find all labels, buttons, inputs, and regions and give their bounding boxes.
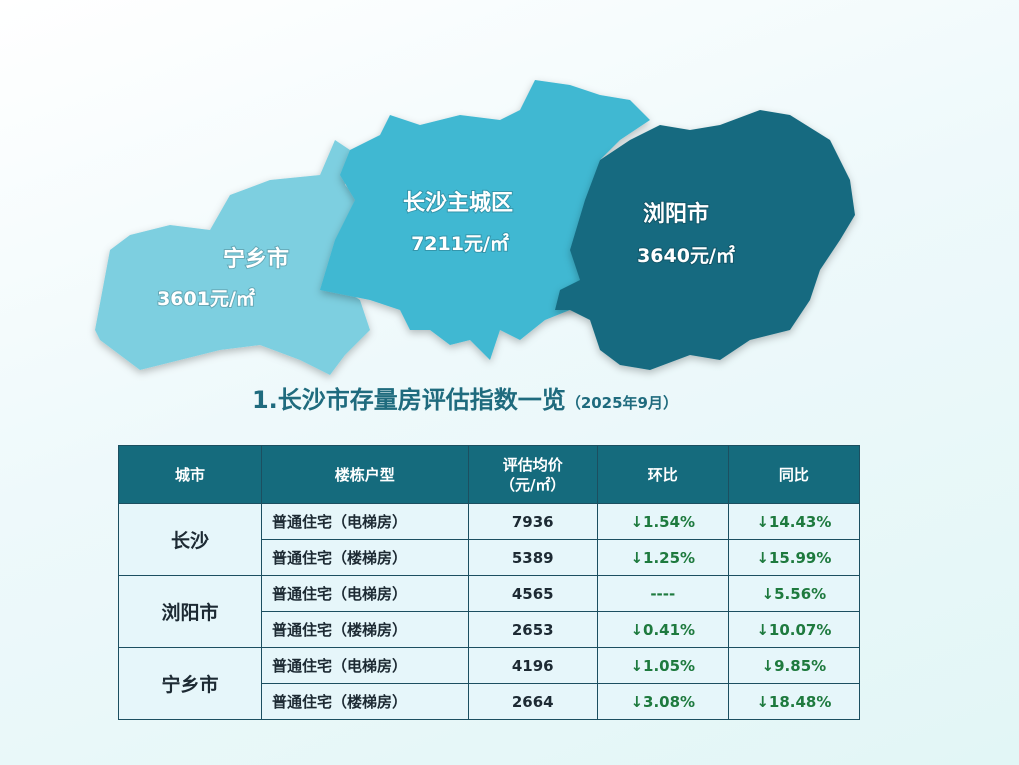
region-name: 宁乡市 bbox=[223, 246, 289, 272]
mom-change: ↓1.05% bbox=[596, 647, 729, 684]
table-row: 普通住宅（楼梯房） 2664 ↓3.08% ↓18.48% bbox=[119, 683, 861, 720]
mom-change: ---- bbox=[596, 575, 729, 612]
yoy-change: ↓10.07% bbox=[727, 611, 861, 648]
avg-price: 2653 bbox=[467, 611, 598, 648]
avg-price: 2664 bbox=[467, 683, 598, 720]
avg-price: 5389 bbox=[467, 539, 598, 576]
avg-price: 7936 bbox=[467, 503, 598, 540]
city-cell: 长沙 bbox=[117, 503, 263, 576]
building-type: 普通住宅（电梯房） bbox=[261, 647, 469, 684]
avg-price: 4565 bbox=[467, 575, 598, 612]
building-type: 普通住宅（电梯房） bbox=[261, 575, 469, 612]
column-header: 同比 bbox=[727, 445, 861, 504]
city-cell: 浏阳市 bbox=[117, 575, 263, 648]
mom-change: ↓0.41% bbox=[596, 611, 729, 648]
city-cell: 宁乡市 bbox=[117, 647, 263, 720]
region-price: 3601元/㎡ bbox=[157, 287, 255, 310]
title: 1.长沙市存量房评估指数一览（2025年9月） bbox=[0, 380, 930, 415]
subtitle: （2025年9月） bbox=[565, 394, 678, 412]
yoy-change: ↓5.56% bbox=[727, 575, 861, 612]
table-row: 普通住宅（楼梯房） 2653 ↓0.41% ↓10.07% bbox=[119, 611, 861, 648]
region-price: 3640元/㎡ bbox=[637, 244, 735, 267]
title-text: 1.长沙市存量房评估指数一览 bbox=[251, 386, 566, 414]
avg-price: 4196 bbox=[467, 647, 598, 684]
column-header: 环比 bbox=[596, 445, 729, 504]
building-type: 普通住宅（楼梯房） bbox=[261, 683, 469, 720]
mom-change: ↓1.25% bbox=[596, 539, 729, 576]
yoy-change: ↓15.99% bbox=[727, 539, 861, 576]
column-header: 楼栋户型 bbox=[261, 445, 469, 504]
mom-change: ↓3.08% bbox=[596, 683, 729, 720]
region-name: 浏阳市 bbox=[643, 201, 709, 227]
map: 宁乡市 3601元/㎡ 长沙主城区 7211元/㎡ 浏阳市 3640元/㎡ bbox=[95, 80, 855, 375]
yoy-change: ↓14.43% bbox=[727, 503, 861, 540]
table-row: 宁乡市 普通住宅（电梯房） 4196 ↓1.05% ↓9.85% bbox=[117, 647, 861, 720]
column-header: 城市 bbox=[117, 445, 263, 504]
region-liuyang bbox=[555, 110, 855, 370]
table-row: 浏阳市 普通住宅（电梯房） 4565 ---- ↓5.56% bbox=[117, 575, 861, 648]
header-row: 城市 楼栋户型 评估均价 （元/㎡） 环比 同比 bbox=[117, 445, 861, 504]
price-table: 城市 楼栋户型 评估均价 （元/㎡） 环比 同比 长沙 普通住宅（电梯房） 7936 ↓1.54… bbox=[117, 445, 861, 720]
building-type: 普通住宅（电梯房） bbox=[261, 503, 469, 540]
yoy-change: ↓9.85% bbox=[727, 647, 861, 684]
table-row: 普通住宅（楼梯房） 5389 ↓1.25% ↓15.99% bbox=[119, 539, 861, 576]
mom-change: ↓1.54% bbox=[596, 503, 729, 540]
region-price: 7211元/㎡ bbox=[411, 232, 509, 255]
building-type: 普通住宅（楼梯房） bbox=[261, 611, 469, 648]
building-type: 普通住宅（楼梯房） bbox=[261, 539, 469, 576]
column-header: 评估均价 （元/㎡） bbox=[467, 445, 598, 504]
region-name: 长沙主城区 bbox=[403, 190, 513, 216]
table-row: 长沙 普通住宅（电梯房） 7936 ↓1.54% ↓14.43% bbox=[117, 503, 861, 576]
yoy-change: ↓18.48% bbox=[727, 683, 861, 720]
region-ningxiang bbox=[95, 140, 370, 375]
